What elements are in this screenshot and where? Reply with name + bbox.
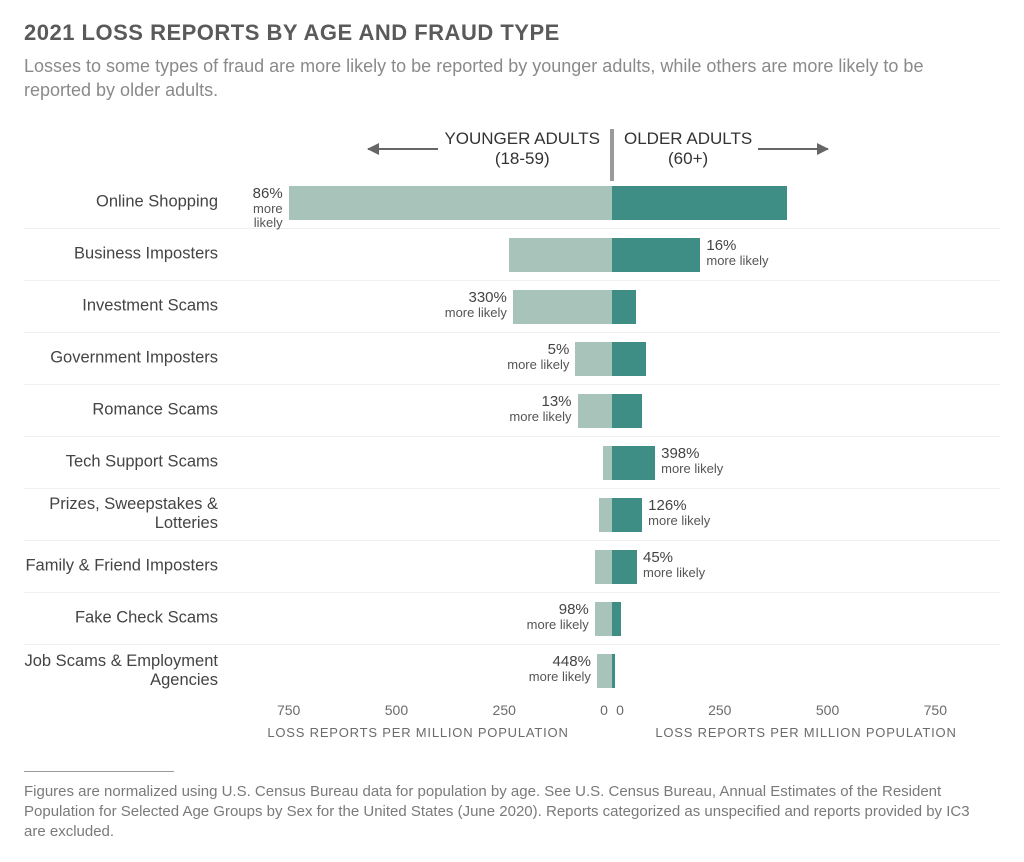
chart-row: Prizes, Sweepstakes & Lotteries 126%more … [24, 489, 1000, 541]
chart-row: Family & Friend Imposters 45%more likely [24, 541, 1000, 593]
axis-tick: 500 [816, 702, 839, 718]
header-right-top: OLDER ADULTS [624, 129, 752, 149]
header-younger-adults: YOUNGER ADULTS(18-59) [368, 129, 606, 170]
bar-older [612, 238, 700, 272]
chart-row: Government Imposters 5%more likely [24, 333, 1000, 385]
pct-annotation: 5%more likely [507, 342, 569, 373]
bar-younger [289, 186, 612, 220]
bar-older [612, 654, 615, 688]
chart-header: YOUNGER ADULTS(18-59) OLDER ADULTS(60+) [24, 127, 1000, 177]
chart-row: Investment Scams 330%more likely [24, 281, 1000, 333]
axis-tick: 0 [616, 702, 624, 718]
chart: YOUNGER ADULTS(18-59) OLDER ADULTS(60+) O… [24, 127, 1000, 747]
category-label: Job Scams & Employment Agencies [24, 652, 224, 690]
bar-younger [599, 498, 612, 532]
axis-tick: 750 [924, 702, 947, 718]
axis-label-left: LOSS REPORTS PER MILLION POPULATION [224, 725, 612, 740]
header-right-sub: (60+) [624, 149, 752, 169]
header-left-sub: (18-59) [444, 149, 600, 169]
chart-subtitle: Losses to some types of fraud are more l… [24, 54, 984, 103]
chart-row: Online Shopping86%more likely [24, 177, 1000, 229]
chart-row: Tech Support Scams 398%more likely [24, 437, 1000, 489]
bar-older [612, 342, 646, 376]
bar-younger [575, 342, 612, 376]
pct-annotation: 330%more likely [445, 290, 507, 321]
pct-annotation: 86%more likely [224, 186, 283, 231]
axis-tick: 500 [385, 702, 408, 718]
category-label: Business Imposters [24, 245, 224, 264]
x-axis-labels: LOSS REPORTS PER MILLION POPULATIONLOSS … [224, 725, 1000, 747]
bar-younger [595, 550, 612, 584]
bar-younger [509, 238, 612, 272]
category-label: Prizes, Sweepstakes & Lotteries [24, 495, 224, 533]
bar-older [612, 186, 787, 220]
pct-annotation: 126%more likely [648, 498, 710, 529]
category-label: Investment Scams [24, 297, 224, 316]
axis-tick: 750 [277, 702, 300, 718]
bar-older [612, 498, 642, 532]
bar-older [612, 550, 637, 584]
chart-title: 2021 LOSS REPORTS BY AGE AND FRAUD TYPE [24, 20, 1000, 46]
header-older-adults: OLDER ADULTS(60+) [618, 129, 828, 170]
header-left-top: YOUNGER ADULTS [444, 129, 600, 149]
bar-younger [513, 290, 612, 324]
chart-row: Business Imposters 16%more likely [24, 229, 1000, 281]
axis-tick: 250 [493, 702, 516, 718]
category-label: Tech Support Scams [24, 453, 224, 472]
category-label: Family & Friend Imposters [24, 557, 224, 576]
chart-row: Fake Check Scams 98%more likely [24, 593, 1000, 645]
category-label: Online Shopping [24, 193, 224, 212]
footnote: Figures are normalized using U.S. Census… [24, 782, 984, 843]
pct-annotation: 448%more likely [529, 654, 591, 685]
bar-younger [597, 654, 612, 688]
bar-younger [595, 602, 612, 636]
pct-annotation: 16%more likely [706, 238, 768, 269]
pct-annotation: 45%more likely [643, 550, 705, 581]
axis-tick: 0 [600, 702, 608, 718]
chart-row: Romance Scams 13%more likely [24, 385, 1000, 437]
bar-older [612, 394, 642, 428]
x-axis-ticks: 750 500 250 00 250 500 750 [224, 699, 1000, 721]
chart-rows: Online Shopping86%more likelyBusiness Im… [24, 177, 1000, 697]
axis-tick: 250 [708, 702, 731, 718]
axis-label-right: LOSS REPORTS PER MILLION POPULATION [612, 725, 1000, 740]
bar-older [612, 446, 655, 480]
footnote-divider [24, 771, 174, 772]
pct-annotation: 398%more likely [661, 446, 723, 477]
chart-row: Job Scams & Employment Agencies 448%more … [24, 645, 1000, 697]
bar-younger [578, 394, 612, 428]
category-label: Government Imposters [24, 349, 224, 368]
pct-annotation: 98%more likely [527, 602, 589, 633]
bar-younger [603, 446, 612, 480]
category-label: Fake Check Scams [24, 609, 224, 628]
pct-annotation: 13%more likely [509, 394, 571, 425]
bar-older [612, 290, 636, 324]
category-label: Romance Scams [24, 401, 224, 420]
bar-older [612, 602, 621, 636]
